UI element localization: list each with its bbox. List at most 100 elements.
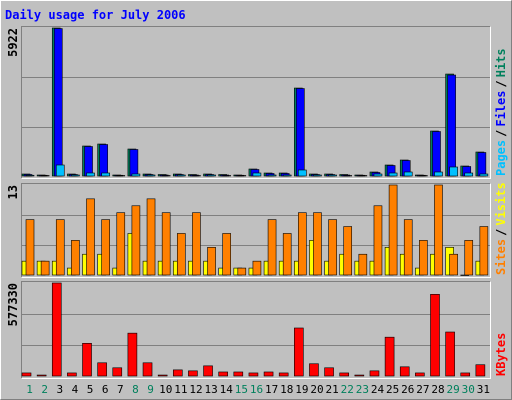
bar xyxy=(25,219,35,276)
bar xyxy=(161,212,171,276)
plot-area xyxy=(21,281,490,378)
bar xyxy=(464,172,474,177)
bar xyxy=(25,174,35,177)
x-tick-label: 6 xyxy=(102,383,109,396)
x-tick-label: 1 xyxy=(26,383,33,396)
bar xyxy=(294,327,304,377)
bar xyxy=(146,198,156,276)
bar xyxy=(369,370,380,377)
bar xyxy=(86,198,95,276)
x-tick-label: 11 xyxy=(174,383,187,396)
y-max-label: 5922 xyxy=(6,28,20,57)
plot-bevel xyxy=(21,183,491,278)
bar xyxy=(51,282,62,377)
bar xyxy=(82,342,92,377)
bar xyxy=(237,267,247,276)
bar xyxy=(388,172,398,177)
bar xyxy=(447,74,456,177)
bar xyxy=(129,149,139,177)
bar xyxy=(252,260,262,276)
bar xyxy=(419,240,428,276)
bar xyxy=(157,374,168,377)
bar xyxy=(358,175,368,177)
x-tick-label: 27 xyxy=(416,383,429,396)
x-tick-label: 8 xyxy=(132,383,139,396)
bar xyxy=(192,212,201,276)
bar xyxy=(112,367,123,377)
bar xyxy=(445,331,455,377)
plot-bevel xyxy=(21,26,491,179)
x-tick-label: 5 xyxy=(87,383,94,396)
bar xyxy=(86,172,95,177)
bar xyxy=(248,372,259,377)
bar xyxy=(475,364,486,377)
chart-title: Daily usage for July 2006 xyxy=(5,8,186,22)
bar xyxy=(116,175,126,177)
x-tick-label: 15 xyxy=(235,383,248,396)
bar xyxy=(55,219,65,276)
x-tick-label: 19 xyxy=(295,383,308,396)
x-tick-label: 23 xyxy=(356,383,369,396)
x-tick-label: 2 xyxy=(41,383,48,396)
y-max-label: 13 xyxy=(6,185,20,199)
bar xyxy=(479,226,489,276)
bar xyxy=(434,171,443,177)
x-tick-label: 12 xyxy=(189,383,202,396)
bar xyxy=(97,362,107,377)
x-tick-label: 13 xyxy=(204,383,217,396)
bar xyxy=(127,332,138,377)
bar xyxy=(479,173,489,177)
bar xyxy=(101,172,110,177)
bar xyxy=(343,175,353,177)
x-tick-label: 24 xyxy=(371,383,385,396)
legend: KBytes xyxy=(494,333,508,376)
x-tick-label: 29 xyxy=(447,383,460,396)
bar xyxy=(373,205,383,276)
bar xyxy=(282,174,292,177)
bar xyxy=(430,294,440,377)
x-tick-label: 26 xyxy=(401,383,414,396)
x-tick-label: 18 xyxy=(280,383,293,396)
plot-bevel xyxy=(21,26,491,179)
bar xyxy=(267,174,277,177)
x-tick-label: 25 xyxy=(386,383,399,396)
bar xyxy=(298,169,307,177)
bar xyxy=(403,219,413,276)
plot-bevel xyxy=(21,281,491,379)
x-tick-label: 28 xyxy=(431,383,444,396)
bar xyxy=(131,173,141,177)
bar xyxy=(99,144,108,177)
x-tick-label: 3 xyxy=(57,383,64,396)
bar xyxy=(21,372,32,377)
bar xyxy=(309,363,319,377)
bar xyxy=(40,175,50,177)
bar xyxy=(388,184,398,276)
bar xyxy=(313,174,322,177)
bar xyxy=(358,253,368,276)
bar xyxy=(432,131,441,177)
bar xyxy=(298,212,307,276)
bar xyxy=(40,260,50,276)
bar xyxy=(237,175,247,177)
bar xyxy=(176,233,186,276)
bar xyxy=(101,219,110,276)
bar xyxy=(67,372,77,377)
plot-bevel xyxy=(21,281,491,379)
x-tick-label: 17 xyxy=(265,383,278,396)
bar xyxy=(419,175,428,177)
bar xyxy=(233,371,244,377)
legend-entry: Visits xyxy=(494,182,508,225)
bar xyxy=(464,240,474,276)
bar xyxy=(192,175,201,177)
legend: Sites / Visits xyxy=(494,182,508,275)
bar xyxy=(161,175,171,177)
bar xyxy=(55,164,65,177)
bar xyxy=(282,233,292,276)
legend-separator: / xyxy=(494,130,508,137)
bar xyxy=(373,173,383,177)
bar xyxy=(71,240,80,276)
x-tick-label: 9 xyxy=(147,383,154,396)
legend-separator: / xyxy=(494,80,508,87)
